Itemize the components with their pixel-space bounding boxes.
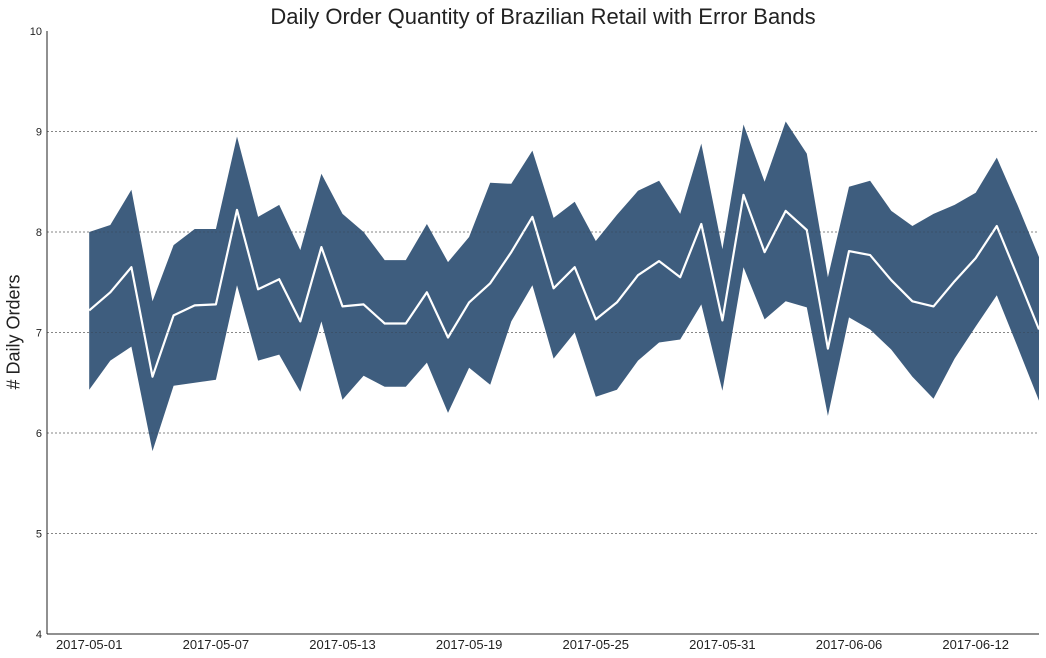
y-tick-label: 8 [36, 227, 42, 239]
x-tick-label: 2017-05-13 [309, 637, 376, 652]
y-tick-label: 7 [36, 328, 42, 340]
x-tick-label: 2017-05-07 [183, 637, 250, 652]
x-tick-label: 2017-05-25 [563, 637, 630, 652]
mean-line [88, 193, 1041, 378]
y-tick-label: 6 [36, 428, 42, 440]
x-tick-label: 2017-05-19 [436, 637, 503, 652]
x-tick-label: 2017-06-12 [942, 637, 1009, 652]
x-tick-label: 2017-05-01 [56, 637, 123, 652]
x-tick-label: 2017-06-06 [816, 637, 883, 652]
x-ticks: 2017-05-01 2017-05-07 2017-05-13 2017-05-19… [56, 637, 1009, 652]
x-tick-label: 2017-05-31 [689, 637, 756, 652]
y-tick-label: 10 [30, 26, 42, 38]
error-band [89, 121, 1039, 452]
chart-title: Daily Order Quantity of Brazilian Retail… [270, 4, 816, 29]
y-tick-label: 4 [36, 629, 42, 641]
y-tick-label: 9 [36, 127, 42, 139]
y-ticks: 4 5 6 7 8 9 10 [30, 26, 42, 641]
y-tick-label: 5 [36, 529, 42, 541]
axes [46, 31, 1039, 635]
